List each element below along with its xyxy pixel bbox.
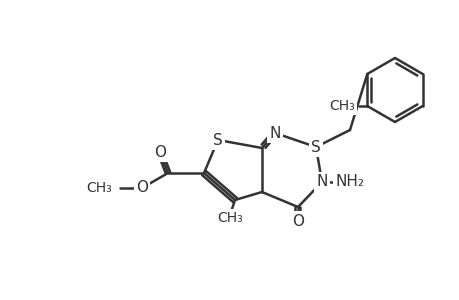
Text: CH₃: CH₃ <box>217 211 242 225</box>
Text: N: N <box>269 125 280 140</box>
Text: CH₃: CH₃ <box>86 181 112 195</box>
Text: O: O <box>154 145 166 160</box>
Text: S: S <box>310 140 320 154</box>
Text: S: S <box>213 133 223 148</box>
Text: N: N <box>316 175 327 190</box>
Text: NH₂: NH₂ <box>335 175 364 190</box>
Text: O: O <box>291 214 303 229</box>
Text: CH₃: CH₃ <box>329 99 354 113</box>
Text: O: O <box>136 181 148 196</box>
